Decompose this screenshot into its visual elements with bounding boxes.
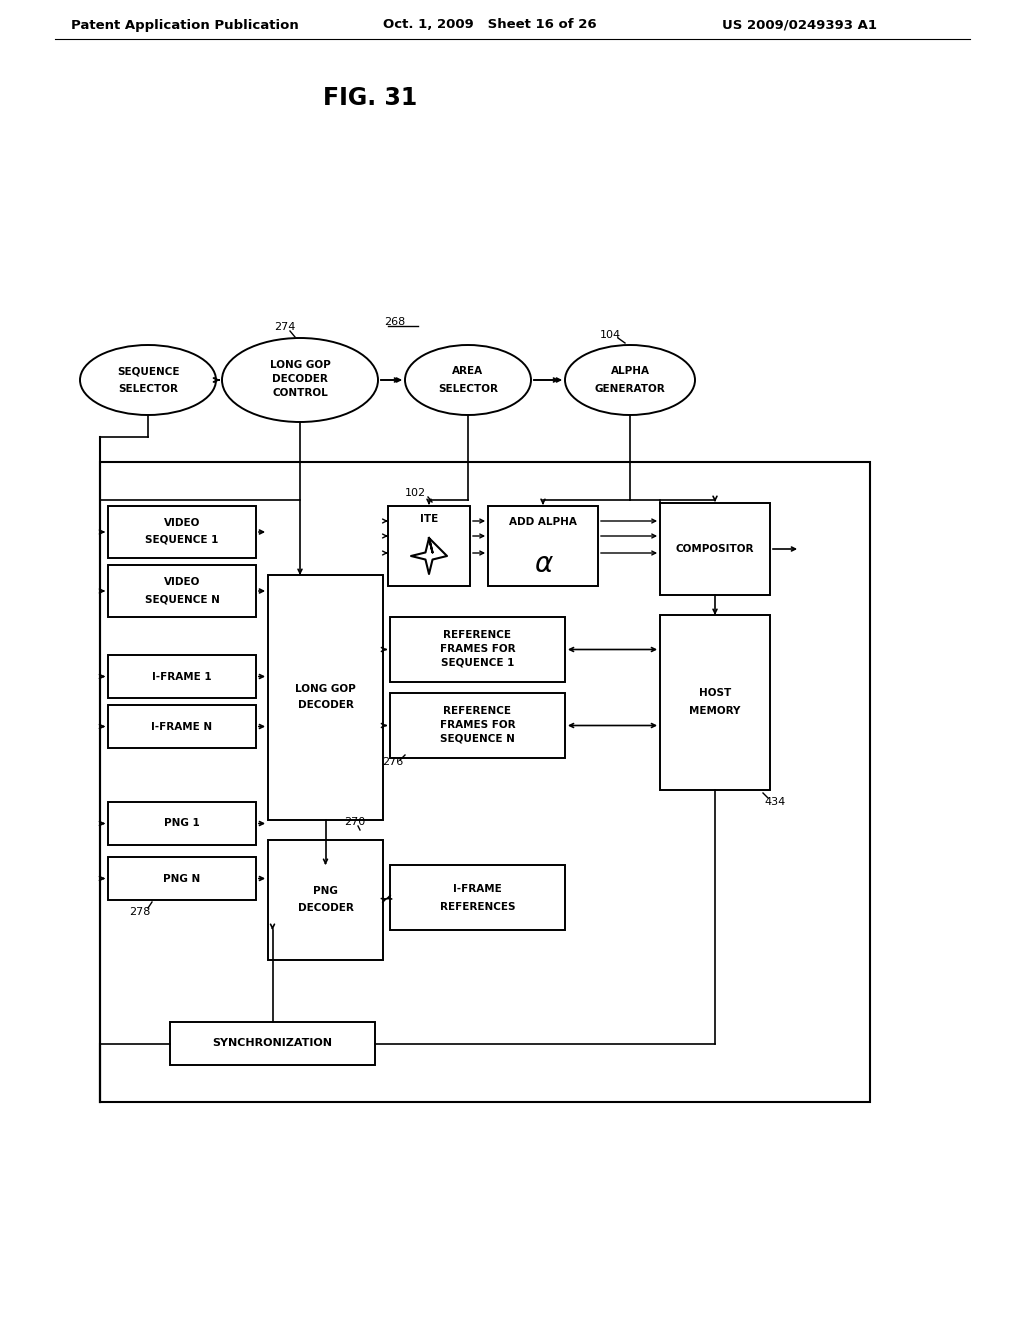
Text: 270: 270: [344, 817, 366, 828]
Ellipse shape: [222, 338, 378, 422]
FancyBboxPatch shape: [108, 857, 256, 900]
Text: HOST: HOST: [698, 689, 731, 698]
Text: DECODER: DECODER: [298, 903, 353, 913]
Text: SELECTOR: SELECTOR: [118, 384, 178, 393]
Text: I-FRAME 1: I-FRAME 1: [153, 672, 212, 681]
Text: CONTROL: CONTROL: [272, 388, 328, 399]
Text: SEQUENCE 1: SEQUENCE 1: [145, 535, 219, 545]
Text: DECODER: DECODER: [272, 374, 328, 384]
Text: REFERENCES: REFERENCES: [439, 902, 515, 912]
FancyBboxPatch shape: [390, 616, 565, 682]
Text: REFERENCE: REFERENCE: [443, 631, 512, 640]
Text: 104: 104: [599, 330, 621, 341]
Text: SYNCHRONIZATION: SYNCHRONIZATION: [213, 1039, 333, 1048]
FancyBboxPatch shape: [108, 655, 256, 698]
Text: REFERENCE: REFERENCE: [443, 706, 512, 717]
FancyBboxPatch shape: [660, 615, 770, 789]
Text: FRAMES FOR: FRAMES FOR: [439, 644, 515, 653]
Text: LONG GOP: LONG GOP: [295, 684, 356, 693]
Text: ADD ALPHA: ADD ALPHA: [509, 517, 577, 527]
FancyBboxPatch shape: [268, 840, 383, 960]
FancyBboxPatch shape: [390, 865, 565, 931]
Text: VIDEO: VIDEO: [164, 577, 200, 587]
FancyBboxPatch shape: [108, 705, 256, 748]
FancyBboxPatch shape: [660, 503, 770, 595]
FancyBboxPatch shape: [100, 462, 870, 1102]
Text: COMPOSITOR: COMPOSITOR: [676, 544, 755, 554]
Text: 268: 268: [384, 317, 406, 327]
Text: SELECTOR: SELECTOR: [438, 384, 498, 393]
Text: LONG GOP: LONG GOP: [269, 360, 331, 370]
FancyBboxPatch shape: [390, 693, 565, 758]
Text: FRAMES FOR: FRAMES FOR: [439, 719, 515, 730]
FancyBboxPatch shape: [170, 1022, 375, 1065]
FancyBboxPatch shape: [108, 506, 256, 558]
Text: AREA: AREA: [453, 366, 483, 376]
Ellipse shape: [80, 345, 216, 414]
Text: 434: 434: [764, 797, 785, 807]
Text: 276: 276: [382, 756, 403, 767]
Text: I-FRAME: I-FRAME: [454, 883, 502, 894]
Text: MEMORY: MEMORY: [689, 706, 740, 717]
Text: PNG N: PNG N: [164, 874, 201, 883]
FancyBboxPatch shape: [108, 565, 256, 616]
Text: ITE: ITE: [420, 513, 438, 524]
Ellipse shape: [406, 345, 531, 414]
Text: SEQUENCE: SEQUENCE: [117, 366, 179, 376]
FancyBboxPatch shape: [488, 506, 598, 586]
Text: GENERATOR: GENERATOR: [595, 384, 666, 393]
Text: 278: 278: [129, 907, 151, 917]
Text: FIG. 31: FIG. 31: [323, 86, 417, 110]
Text: 274: 274: [274, 322, 296, 333]
Text: DECODER: DECODER: [298, 701, 353, 710]
FancyBboxPatch shape: [268, 576, 383, 820]
Text: Oct. 1, 2009   Sheet 16 of 26: Oct. 1, 2009 Sheet 16 of 26: [383, 18, 597, 32]
Ellipse shape: [565, 345, 695, 414]
Text: PNG 1: PNG 1: [164, 818, 200, 829]
Text: SEQUENCE N: SEQUENCE N: [144, 594, 219, 605]
FancyBboxPatch shape: [388, 506, 470, 586]
Text: 102: 102: [404, 488, 426, 498]
Text: I-FRAME N: I-FRAME N: [152, 722, 213, 731]
Text: US 2009/0249393 A1: US 2009/0249393 A1: [723, 18, 878, 32]
Text: PNG: PNG: [313, 886, 338, 896]
Text: SEQUENCE 1: SEQUENCE 1: [440, 657, 514, 668]
Text: VIDEO: VIDEO: [164, 517, 200, 528]
FancyBboxPatch shape: [108, 803, 256, 845]
Text: ALPHA: ALPHA: [610, 366, 649, 376]
Text: SEQUENCE N: SEQUENCE N: [440, 734, 515, 743]
Text: α: α: [534, 550, 552, 578]
Text: Patent Application Publication: Patent Application Publication: [71, 18, 299, 32]
